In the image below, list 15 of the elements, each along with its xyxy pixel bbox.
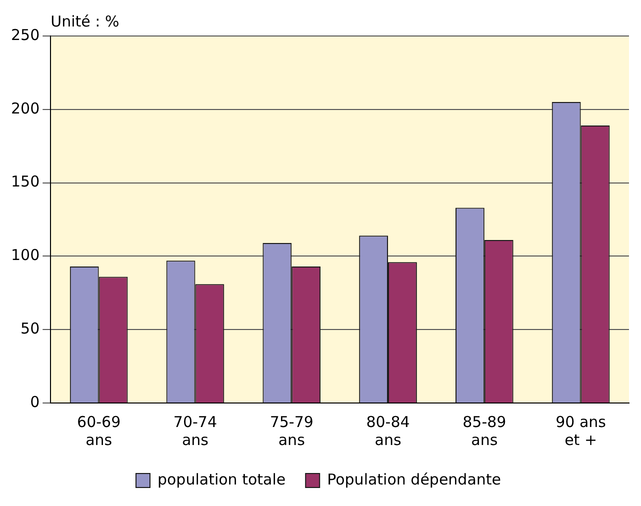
legend-label: Population dépendante [327, 470, 502, 488]
y-tick-label: 250 [10, 26, 40, 44]
y-tick-label: 50 [20, 319, 40, 338]
y-axis-title: Unité : % [50, 12, 120, 30]
x-tick-label: 70-74 ans [173, 412, 218, 449]
y-tick-label: 100 [10, 246, 40, 264]
x-tick-label: 80-84 ans [366, 412, 410, 449]
x-tick-label: 75-79 ans [270, 412, 314, 449]
x-tick-label: 85-89 ans [462, 412, 506, 449]
y-tick-label: 200 [10, 99, 40, 118]
x-tick-label: 60-69 ans [77, 412, 121, 449]
y-tick-label: 0 [30, 392, 40, 411]
legend-label: population totale [157, 470, 286, 488]
x-tick-label: 90 ans et + [556, 412, 606, 449]
y-tick-label: 150 [10, 172, 40, 191]
